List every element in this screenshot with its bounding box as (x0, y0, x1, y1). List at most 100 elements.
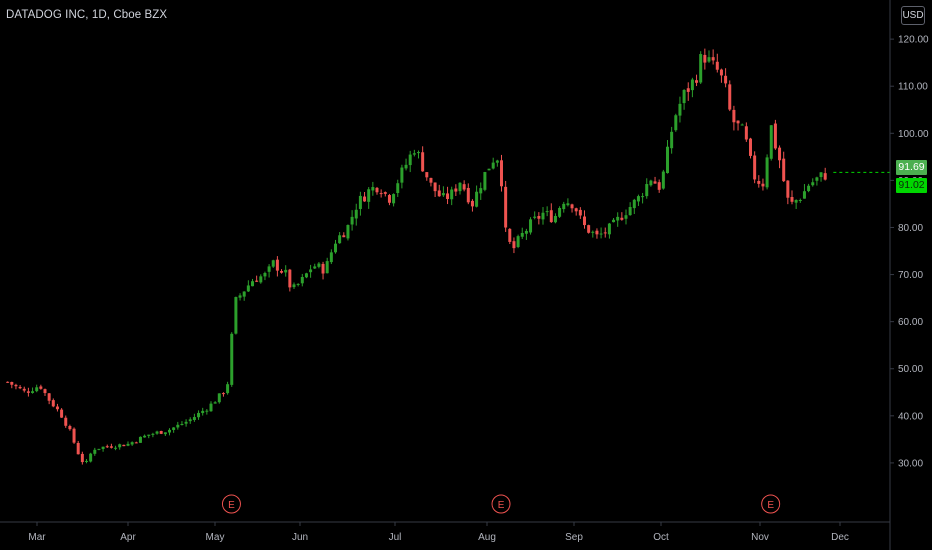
candle-body (246, 285, 250, 292)
earnings-label: E (767, 500, 774, 511)
candle (217, 393, 221, 404)
candle-body (329, 252, 333, 263)
candle-body (367, 189, 371, 202)
candle-body (786, 180, 790, 198)
candle-body (624, 215, 628, 219)
candle-body (499, 160, 503, 187)
candle (151, 432, 155, 438)
candle (155, 430, 159, 435)
price-tick-label: 100.00 (898, 129, 929, 140)
price-tick-label: 40.00 (898, 411, 923, 422)
candle-body (728, 84, 732, 110)
candle-body (122, 444, 126, 447)
candle-body (317, 263, 321, 267)
candle (333, 239, 337, 254)
candle (607, 222, 611, 239)
candle-body (280, 271, 284, 273)
candle (89, 452, 93, 463)
earnings-circle[interactable] (761, 494, 781, 514)
candle (711, 49, 715, 65)
candle-body (321, 263, 325, 274)
candle-body (657, 182, 661, 190)
candle-body (267, 266, 271, 272)
candle-body (197, 412, 201, 418)
candle (221, 392, 225, 397)
candle (524, 228, 528, 240)
candle-body (80, 453, 84, 463)
candle-body (180, 423, 184, 425)
time-tick-label: Oct (653, 532, 669, 543)
candle-body (566, 203, 570, 206)
candle (209, 401, 213, 412)
earnings-marker[interactable]: E (491, 494, 511, 514)
candle-body (475, 191, 479, 207)
candle-body (524, 230, 528, 234)
candle-body (404, 164, 408, 169)
candle (226, 381, 230, 395)
currency-button[interactable]: USD (901, 6, 925, 25)
candle (354, 203, 358, 226)
candle (213, 401, 217, 404)
candle-body (126, 443, 130, 446)
earnings-circle[interactable] (491, 494, 511, 514)
candle (574, 207, 578, 216)
candle (358, 191, 362, 216)
candle-body (591, 231, 595, 233)
price-axis[interactable]: 120.00110.00100.0090.0080.0070.0060.0050… (889, 0, 929, 550)
candle-body (192, 417, 196, 420)
candle-body (155, 431, 159, 434)
candle (529, 217, 533, 235)
candle (383, 191, 387, 197)
candle (553, 213, 557, 224)
candle (520, 227, 524, 239)
candle (578, 207, 582, 219)
candle-body (284, 269, 288, 273)
earnings-marker[interactable]: E (761, 494, 781, 514)
candle (470, 199, 474, 212)
candle (126, 441, 130, 447)
candle (591, 230, 595, 238)
earnings-circle[interactable] (221, 494, 241, 514)
candle-body (47, 393, 51, 401)
time-tick-label: Dec (831, 532, 849, 543)
candle (603, 227, 607, 238)
candle (421, 146, 425, 172)
candle (14, 383, 18, 390)
candle-body (645, 184, 649, 197)
candle-body (425, 172, 429, 178)
time-axis[interactable]: Mar Apr May Jun Jul Aug Sep Oct Nov Dec (0, 521, 890, 543)
candle-body (412, 153, 416, 155)
candle (392, 193, 396, 207)
candle-body (441, 193, 445, 196)
candle-body (176, 424, 180, 428)
candle (55, 403, 59, 412)
candle (624, 209, 628, 225)
candle-body (769, 125, 773, 159)
candle-body (811, 182, 815, 186)
earnings-marker[interactable]: E (221, 494, 241, 514)
candle-body (529, 219, 533, 233)
candle (744, 122, 748, 142)
candle (582, 210, 586, 229)
candle-body (794, 200, 798, 203)
candle-body (682, 90, 686, 104)
candle (724, 68, 728, 88)
candle (72, 427, 76, 444)
candle-body (724, 75, 728, 84)
candle (292, 282, 296, 290)
candle-body (313, 266, 317, 269)
candle-body (172, 427, 176, 430)
candle-body (230, 333, 234, 385)
candle (408, 150, 412, 173)
candle (753, 151, 757, 184)
candle (259, 274, 263, 284)
candle-body (60, 409, 64, 418)
candle (412, 149, 416, 157)
candle (728, 80, 732, 112)
candle-body (807, 185, 811, 192)
candle (180, 421, 184, 426)
candle-body (819, 172, 823, 178)
candle (682, 89, 686, 110)
